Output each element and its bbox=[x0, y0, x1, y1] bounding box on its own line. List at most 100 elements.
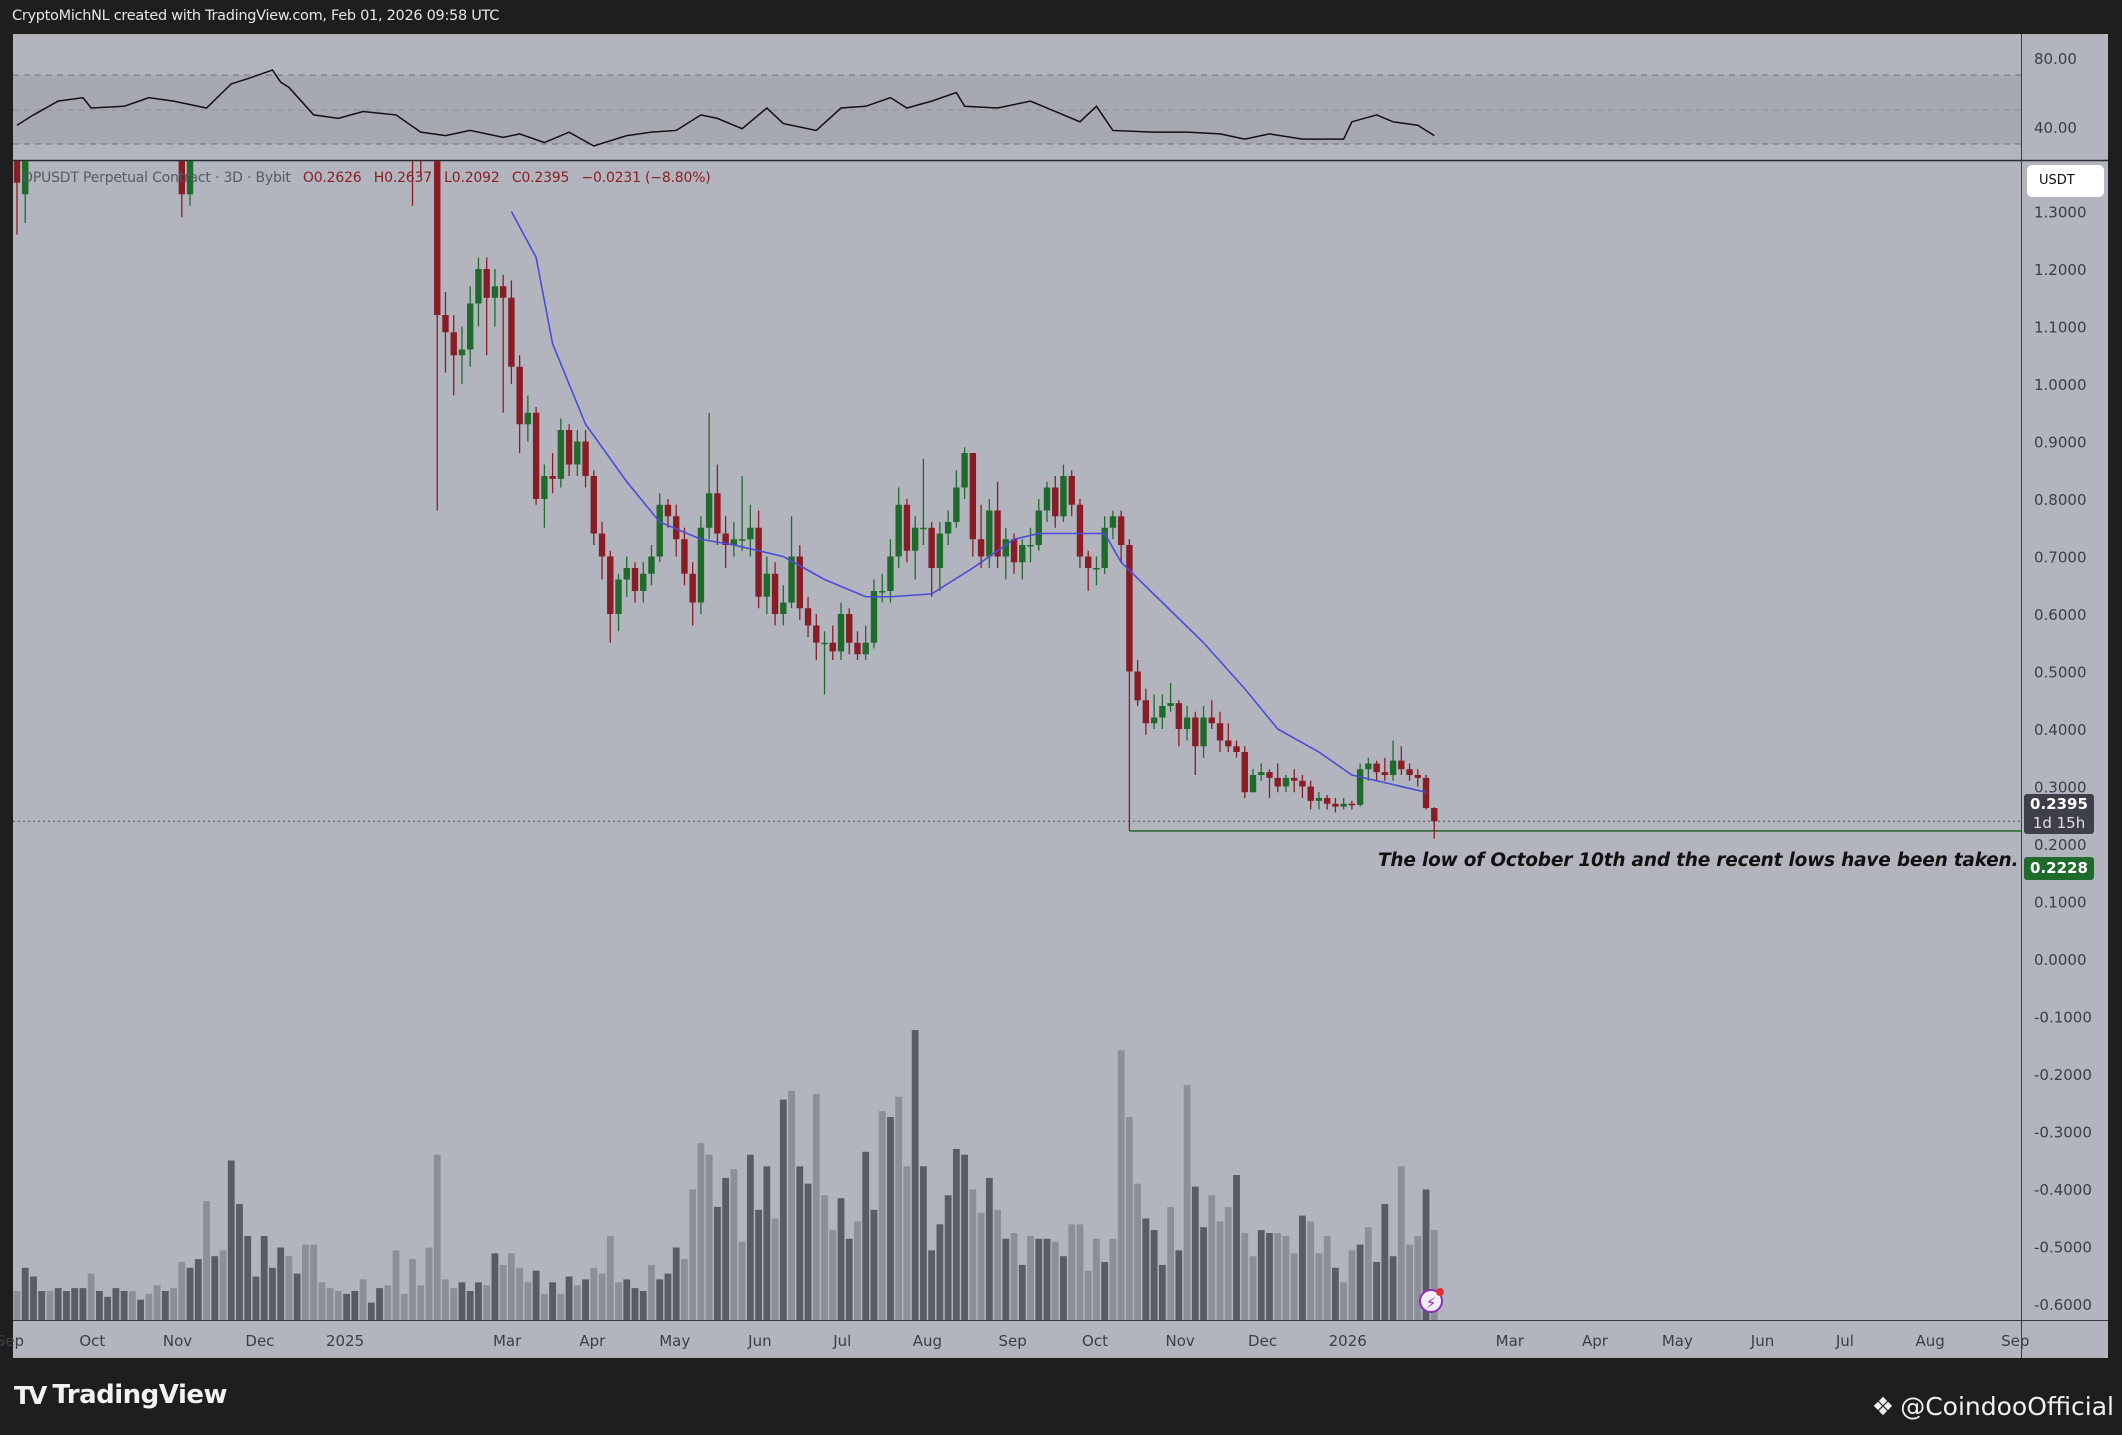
candle bbox=[1225, 723, 1232, 752]
candle-body bbox=[1315, 798, 1323, 801]
candle-body bbox=[1167, 703, 1174, 706]
time-tick-label: Jun bbox=[747, 1332, 771, 1350]
candle bbox=[1101, 516, 1108, 574]
volume-bar bbox=[1406, 1244, 1413, 1320]
price-tick-label: -0.1000 bbox=[2034, 1009, 2092, 1027]
candle bbox=[738, 476, 746, 551]
tradingview-logo: TV TradingView bbox=[14, 1380, 228, 1410]
volume-bar bbox=[326, 1288, 334, 1320]
volume-bar bbox=[1216, 1221, 1224, 1320]
volume-bar bbox=[392, 1250, 400, 1320]
candle-body bbox=[1332, 803, 1339, 807]
candle bbox=[837, 602, 845, 660]
candle-body bbox=[903, 504, 911, 551]
candle-body bbox=[467, 303, 474, 350]
candle-body bbox=[714, 493, 721, 534]
rsi-axis[interactable]: 80.00 40.00 bbox=[2034, 50, 2077, 137]
volume-bar bbox=[128, 1291, 136, 1320]
candle bbox=[640, 562, 647, 603]
candle bbox=[1323, 795, 1331, 810]
volume-bar bbox=[120, 1291, 128, 1320]
volume-bar bbox=[334, 1291, 342, 1320]
volume-bar bbox=[656, 1279, 664, 1320]
chart-annotation[interactable]: The low of October 10th and the recent l… bbox=[1378, 850, 2019, 871]
volume-bar bbox=[1018, 1264, 1026, 1320]
volume-bar bbox=[697, 1143, 705, 1320]
legend-low: L0.2092 bbox=[444, 170, 500, 186]
volume-bar bbox=[1068, 1224, 1076, 1320]
volume-bar bbox=[450, 1288, 458, 1320]
time-tick-label: Jun bbox=[1750, 1332, 1774, 1350]
price-axis[interactable]: 1.3000 1.2000 1.1000 1.0000 0.9000 0.8000 0.70… bbox=[2034, 204, 2092, 1315]
volume-bar bbox=[862, 1151, 870, 1320]
chart-background bbox=[13, 34, 2108, 1358]
candle-body bbox=[541, 476, 548, 499]
time-axis[interactable]: Sep Oct Nov Dec 2025 Mar Apr May Jun Jul Aug Sep Oct… bbox=[0, 1332, 2029, 1350]
volume-bar bbox=[145, 1293, 153, 1320]
candle bbox=[491, 269, 499, 327]
lightning-icon[interactable]: ⚡ bbox=[1419, 1288, 1444, 1313]
volume-bar bbox=[359, 1279, 367, 1320]
candle bbox=[1315, 792, 1323, 810]
candle bbox=[1043, 481, 1051, 522]
candle bbox=[936, 522, 944, 591]
candle bbox=[681, 527, 688, 586]
candle bbox=[788, 516, 795, 609]
candle-body bbox=[1101, 527, 1108, 568]
candle-body bbox=[1216, 723, 1224, 741]
volume-bar bbox=[1307, 1221, 1315, 1320]
candle bbox=[1183, 706, 1191, 741]
volume-bar bbox=[944, 1195, 952, 1320]
candle-body bbox=[969, 453, 977, 540]
candle bbox=[780, 585, 787, 626]
time-tick-label: Apr bbox=[1582, 1332, 1609, 1350]
candle-body bbox=[1027, 545, 1034, 547]
price-tick-label: 1.1000 bbox=[2034, 319, 2087, 337]
volume-bar bbox=[1373, 1262, 1380, 1320]
time-tick-label: Mar bbox=[1496, 1332, 1525, 1350]
volume-bar bbox=[936, 1224, 944, 1320]
volume-bar bbox=[606, 1235, 614, 1320]
volume-bar bbox=[483, 1285, 491, 1320]
volume-bar bbox=[1043, 1238, 1051, 1320]
symbol-legend[interactable]: OPUSDT Perpetual Contract · 3D · Bybit O… bbox=[22, 170, 711, 186]
volume-bar bbox=[252, 1276, 260, 1320]
volume-bar bbox=[557, 1293, 565, 1320]
candle-body bbox=[1365, 763, 1372, 770]
last-price-label: 0.2395 1d 15h bbox=[2024, 794, 2094, 834]
candle-body bbox=[1183, 717, 1191, 729]
volume-bar bbox=[54, 1288, 62, 1320]
candle-body bbox=[1414, 775, 1421, 778]
candle-body bbox=[920, 527, 927, 530]
volume-bar bbox=[1397, 1166, 1405, 1320]
currency-button[interactable]: USDT bbox=[2027, 165, 2104, 197]
candle-body bbox=[590, 476, 597, 534]
candle-body bbox=[788, 556, 795, 603]
volume-bar bbox=[1158, 1264, 1166, 1320]
time-tick-label: Jul bbox=[1835, 1332, 1854, 1350]
candle bbox=[1019, 539, 1026, 580]
volume-bar bbox=[755, 1209, 762, 1320]
candle bbox=[879, 573, 886, 603]
candle bbox=[920, 458, 927, 545]
volume-bar bbox=[79, 1288, 87, 1320]
notification-dot bbox=[1436, 1288, 1444, 1296]
time-tick-label: Nov bbox=[1166, 1332, 1195, 1350]
volume-bar bbox=[1084, 1270, 1092, 1320]
volume-bar bbox=[969, 1189, 977, 1320]
candle bbox=[1142, 688, 1150, 735]
candle bbox=[1389, 740, 1397, 781]
binance-diamond-icon: ❖ bbox=[1871, 1392, 1895, 1421]
candle-body bbox=[870, 591, 878, 643]
candle bbox=[1134, 660, 1141, 706]
candle-body bbox=[862, 642, 869, 655]
volume-bar bbox=[376, 1288, 383, 1320]
time-tick-label: 2026 bbox=[1329, 1332, 1367, 1350]
time-tick-label: Oct bbox=[1082, 1332, 1108, 1350]
candle bbox=[1332, 798, 1339, 813]
price-tick-label: 0.7000 bbox=[2034, 549, 2087, 567]
candle bbox=[1266, 769, 1273, 798]
candle-body bbox=[607, 556, 614, 614]
